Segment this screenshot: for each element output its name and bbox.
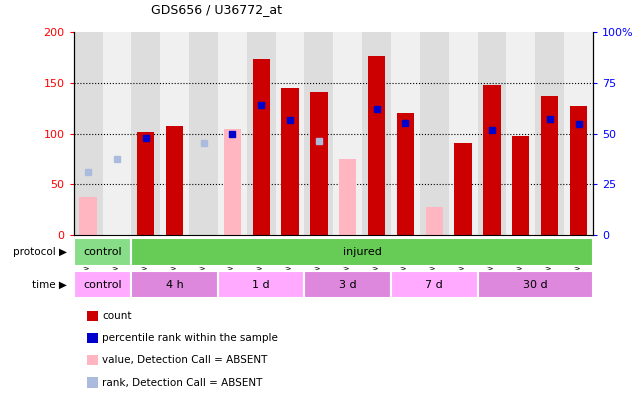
Bar <box>397 113 414 235</box>
Text: count: count <box>102 311 131 321</box>
Bar <box>74 239 131 266</box>
Bar <box>535 32 564 235</box>
Bar <box>483 85 501 235</box>
Text: control: control <box>83 279 122 290</box>
Bar <box>103 32 131 235</box>
Bar <box>247 32 276 235</box>
Bar <box>218 271 304 298</box>
Text: control: control <box>83 247 122 257</box>
Bar <box>304 271 391 298</box>
Text: 3 d: 3 d <box>339 279 356 290</box>
Bar <box>420 32 449 235</box>
Text: rank, Detection Call = ABSENT: rank, Detection Call = ABSENT <box>102 378 262 388</box>
Text: time ▶: time ▶ <box>33 279 67 290</box>
Bar <box>541 96 558 235</box>
Text: injured: injured <box>343 247 381 257</box>
Bar <box>449 32 478 235</box>
Bar <box>253 59 270 235</box>
Text: value, Detection Call = ABSENT: value, Detection Call = ABSENT <box>102 356 267 365</box>
Bar <box>276 32 304 235</box>
Bar <box>137 132 154 235</box>
Bar <box>79 198 97 235</box>
Bar <box>131 32 160 235</box>
Text: 30 d: 30 d <box>523 279 547 290</box>
Bar <box>506 32 535 235</box>
Bar <box>304 32 333 235</box>
Bar <box>160 32 189 235</box>
Bar <box>310 92 328 235</box>
Bar <box>281 88 299 235</box>
Text: 4 h: 4 h <box>166 279 183 290</box>
Bar <box>74 32 103 235</box>
Text: 1 d: 1 d <box>253 279 270 290</box>
Bar <box>564 32 593 235</box>
Bar <box>478 271 593 298</box>
Bar <box>426 207 443 235</box>
Bar <box>478 32 506 235</box>
Bar <box>362 32 391 235</box>
Text: GDS656 / U36772_at: GDS656 / U36772_at <box>151 3 281 16</box>
Bar <box>570 107 587 235</box>
Text: protocol ▶: protocol ▶ <box>13 247 67 257</box>
Bar <box>224 129 241 235</box>
Bar <box>454 143 472 235</box>
Bar <box>166 126 183 235</box>
Bar <box>333 32 362 235</box>
Text: percentile rank within the sample: percentile rank within the sample <box>102 333 278 343</box>
Bar <box>339 159 356 235</box>
Text: 7 d: 7 d <box>426 279 443 290</box>
Bar <box>218 32 247 235</box>
Bar <box>74 271 131 298</box>
Bar <box>131 239 593 266</box>
Bar <box>391 32 420 235</box>
Bar <box>512 136 529 235</box>
Bar <box>368 56 385 235</box>
Bar <box>391 271 478 298</box>
Bar <box>189 32 218 235</box>
Bar <box>131 271 218 298</box>
